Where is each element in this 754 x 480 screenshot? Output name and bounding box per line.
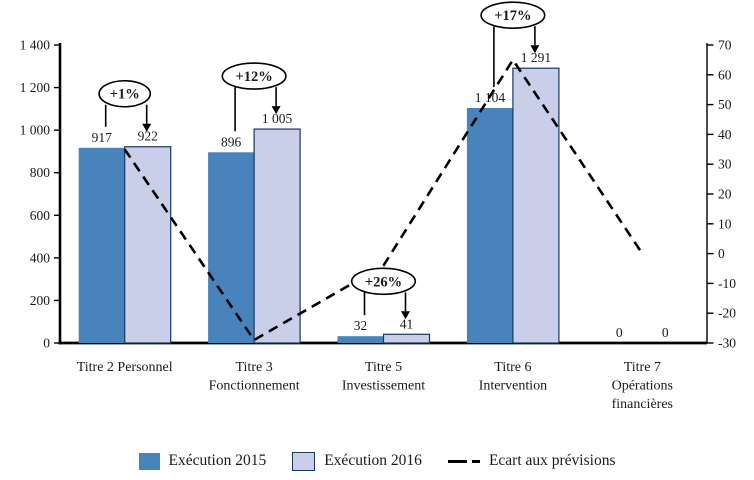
annotation-arrowhead [401,311,410,320]
annotation-arrowhead [530,45,540,54]
category-axis-label: Titre 7 [624,360,661,375]
left-axis-tick-label: 0 [43,336,50,351]
legend-swatch-2015-icon [138,452,160,470]
left-axis-tick-label: 600 [30,208,51,223]
chart-legend: Exécution 2015 Exécution 2016 Ecart aux … [0,446,754,476]
left-axis-tick-label: 1 400 [20,38,51,53]
right-axis-tick-label: 20 [718,187,732,202]
right-axis-tick-label: 0 [718,246,725,261]
right-axis-tick-label: 10 [718,216,732,231]
legend-item-ecart: Ecart aux prévisions [447,452,616,470]
annotation-bubble [221,62,287,90]
right-axis-tick-label: 30 [718,157,732,172]
annotation-arrowhead [142,123,152,132]
right-axis-tick-label: 40 [718,127,732,142]
bar-execution-2016 [512,67,560,344]
bar-value-label-2015: 0 [616,325,623,340]
annotation-percent-label: +17% [494,8,531,24]
ecart-dashed-line [123,57,644,342]
category-axis-label: Titre 2 Personnel [77,360,173,375]
category-axis-label: Intervention [479,379,547,394]
legend-swatch-2016-icon [292,451,316,471]
right-axis-tick-label: 60 [718,67,732,82]
legend-item-execution-2016: Exécution 2016 [292,451,422,471]
annotation-bubble [350,267,417,296]
annotation-arrowhead [271,106,281,115]
left-axis-tick-label: 800 [30,165,51,180]
annotation-bubble [98,79,152,108]
bar-value-label-2016: 1 005 [262,111,293,126]
annotation-percent-label: +1% [110,87,140,103]
bar-execution-2016 [124,146,172,344]
right-axis-tick-label: 70 [718,38,732,53]
legend-label-ecart: Ecart aux prévisions [488,452,616,469]
left-axis-tick-label: 1 200 [20,80,51,95]
bar-execution-2015 [466,108,513,344]
bar-execution-2015 [208,152,255,343]
left-axis-tick-label: 400 [30,250,51,265]
bar-value-label-2015: 896 [221,134,242,149]
bar-execution-2015 [337,336,384,343]
legend-label-execution-2016: Exécution 2016 [324,452,422,469]
bar-execution-2016 [253,128,301,344]
category-axis-label: Investissement [342,379,425,394]
bar-value-label-2015: 917 [92,130,113,145]
left-axis-tick-label: 1 000 [20,123,51,138]
right-axis-tick-label: -20 [718,306,736,321]
bar-value-label-2016: 1 291 [521,50,551,65]
annotation-bubble [480,1,546,30]
right-axis-tick-label: -10 [718,276,736,291]
legend-item-execution-2015: Exécution 2015 [138,452,267,470]
bar-value-label-2016: 41 [400,316,414,331]
annotation-percent-label: +12% [235,69,272,85]
bar-value-label-2015: 32 [354,318,368,333]
bar-value-label-2016: 0 [662,325,669,340]
left-axis-tick-label: 200 [30,293,51,308]
legend-dashed-line-icon [447,459,480,463]
legend-label-execution-2015: Exécution 2015 [168,452,267,469]
right-axis-tick-label: 50 [718,97,732,112]
category-axis-label: Titre 3 [235,360,272,375]
bar-execution-2016 [382,333,431,344]
category-axis-label: Titre 5 [365,360,402,375]
category-axis-label: financières [612,397,673,412]
category-axis-label: Fonctionnement [209,379,300,394]
bar-execution-2015 [78,147,125,343]
bar-value-label-2016: 922 [138,129,158,144]
category-axis-label: Opérations [612,379,673,394]
annotation-percent-label: +26% [365,274,402,290]
category-axis-label: Titre 6 [494,360,531,375]
right-axis-tick-label: -30 [718,336,736,351]
